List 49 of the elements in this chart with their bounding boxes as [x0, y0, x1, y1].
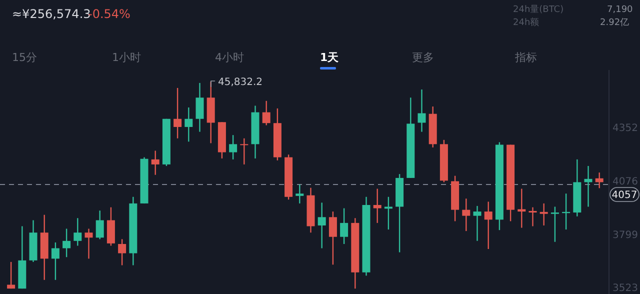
candlestick: [229, 134, 238, 160]
candlestick: [373, 188, 382, 224]
candlestick: [584, 165, 592, 208]
text: 1小时: [112, 51, 141, 64]
annotation: 45,832.2: [218, 77, 263, 88]
candlestick: [106, 206, 115, 246]
candlestick: [184, 106, 193, 142]
candlestick: [74, 218, 82, 246]
candlestick: [296, 184, 304, 204]
text: 1天: [320, 51, 340, 64]
candlestick: [196, 82, 204, 132]
candlestick: [7, 261, 16, 290]
text: 2.92亿: [600, 17, 630, 28]
y-tick-label: 4352: [612, 123, 638, 134]
candlestick: [384, 196, 392, 230]
candlestick: [118, 238, 126, 266]
candlestick: [473, 205, 482, 242]
y-tick-label: 4076: [612, 176, 638, 188]
text: -0.54%: [88, 7, 130, 21]
candlestick: [240, 138, 248, 166]
text: 7,190: [607, 5, 634, 15]
candlestick: [328, 210, 337, 266]
text: 24h量(BTC): [513, 4, 564, 15]
candlestick: [528, 206, 537, 227]
candlestick: [151, 150, 160, 176]
text: 更多: [412, 51, 434, 64]
text: 15分: [12, 51, 37, 64]
candlestick: [174, 87, 182, 139]
candlestick: [550, 206, 559, 242]
candlestick: [418, 88, 426, 132]
y-tick-label: 3523: [612, 283, 638, 294]
candlestick: [340, 208, 348, 245]
candlestick: [62, 228, 71, 258]
text: ≈¥256,574.3: [12, 7, 91, 21]
text: 24h额: [513, 17, 540, 28]
candlestick: [518, 188, 526, 228]
text: 4小时: [215, 51, 244, 64]
text: 指标: [514, 51, 537, 64]
candlestick: [96, 210, 104, 240]
candlestick: [595, 172, 604, 189]
candlestick: [318, 202, 326, 249]
candlestick: [484, 201, 492, 250]
ref-line-label: 4057: [612, 190, 638, 202]
y-tick-label: 3799: [612, 230, 638, 241]
candlestick: [51, 242, 60, 281]
candlestick: [540, 202, 548, 226]
candlestick: [262, 100, 270, 126]
candlestick: [84, 228, 93, 260]
candlestick: [462, 198, 470, 232]
